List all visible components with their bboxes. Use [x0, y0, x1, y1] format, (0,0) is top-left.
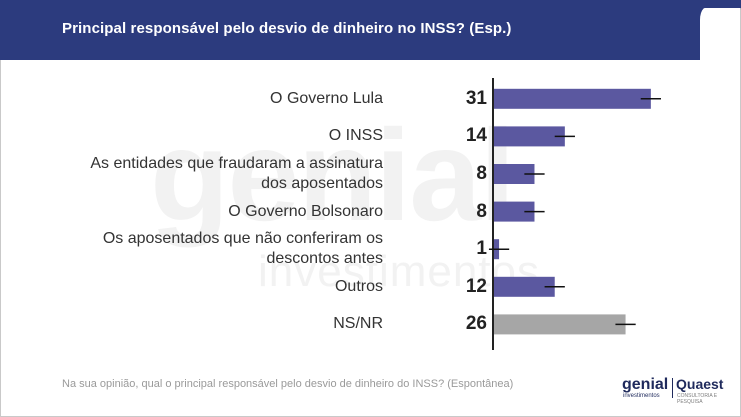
value-label-4: 1 — [476, 238, 487, 260]
value-label-5: 12 — [465, 275, 487, 297]
header-shape — [0, 0, 741, 60]
category-label-5: Outros — [335, 277, 383, 297]
category-label-line: As entidades que fraudaram a assinatura — [90, 155, 383, 172]
category-label-1: O INSS — [329, 126, 383, 146]
bar-2 — [494, 164, 535, 184]
value-label-2: 8 — [476, 163, 487, 184]
value-label-6: 26 — [465, 313, 487, 335]
category-label-line: descontos antes — [266, 250, 383, 268]
category-label-2: As entidades que fraudaram a assinatura d… — [90, 154, 383, 194]
logo-separator — [672, 378, 673, 398]
category-label-line: O Governo Lula — [270, 89, 383, 107]
category-label-line: NS/NR — [333, 315, 383, 333]
page-title: Principal responsável pelo desvio de din… — [62, 20, 512, 37]
bar-1 — [494, 126, 565, 147]
category-label-line: O INSS — [328, 127, 383, 145]
bar-5 — [494, 276, 555, 297]
category-label-6: NS/NR — [333, 314, 383, 334]
category-label-0: O Governo Lula — [270, 89, 383, 109]
bar-6 — [494, 314, 626, 335]
category-label-4: Os aposentados que não conferiram os desc… — [103, 229, 383, 269]
quaest-logo-sub: CONSULTORIA E PESQUISA — [677, 393, 718, 405]
category-label-3: O Governo Bolsonaro — [228, 202, 383, 222]
bar-0 — [494, 88, 651, 109]
category-label-line: Os aposentados que não conferiram os — [102, 230, 383, 248]
category-label-line: O Governo Bolsonaro — [228, 202, 383, 220]
genial-logo: genial — [622, 376, 669, 393]
category-label-line: Outros — [334, 277, 383, 295]
bar-3 — [494, 201, 535, 222]
category-label-line: dos aposentados — [261, 175, 383, 192]
value-label-0: 31 — [465, 87, 487, 109]
value-label-3: 8 — [476, 200, 487, 222]
question-footnote: Na sua opinião, qual o principal respons… — [62, 378, 514, 390]
value-label-1: 14 — [465, 125, 487, 147]
watermark-logo: genial — [150, 102, 516, 248]
genial-logo-sub: investimentos — [623, 393, 660, 399]
quaest-logo: Quaest — [676, 376, 724, 392]
header-banner: Principal responsável pelo desvio de din… — [0, 0, 741, 60]
